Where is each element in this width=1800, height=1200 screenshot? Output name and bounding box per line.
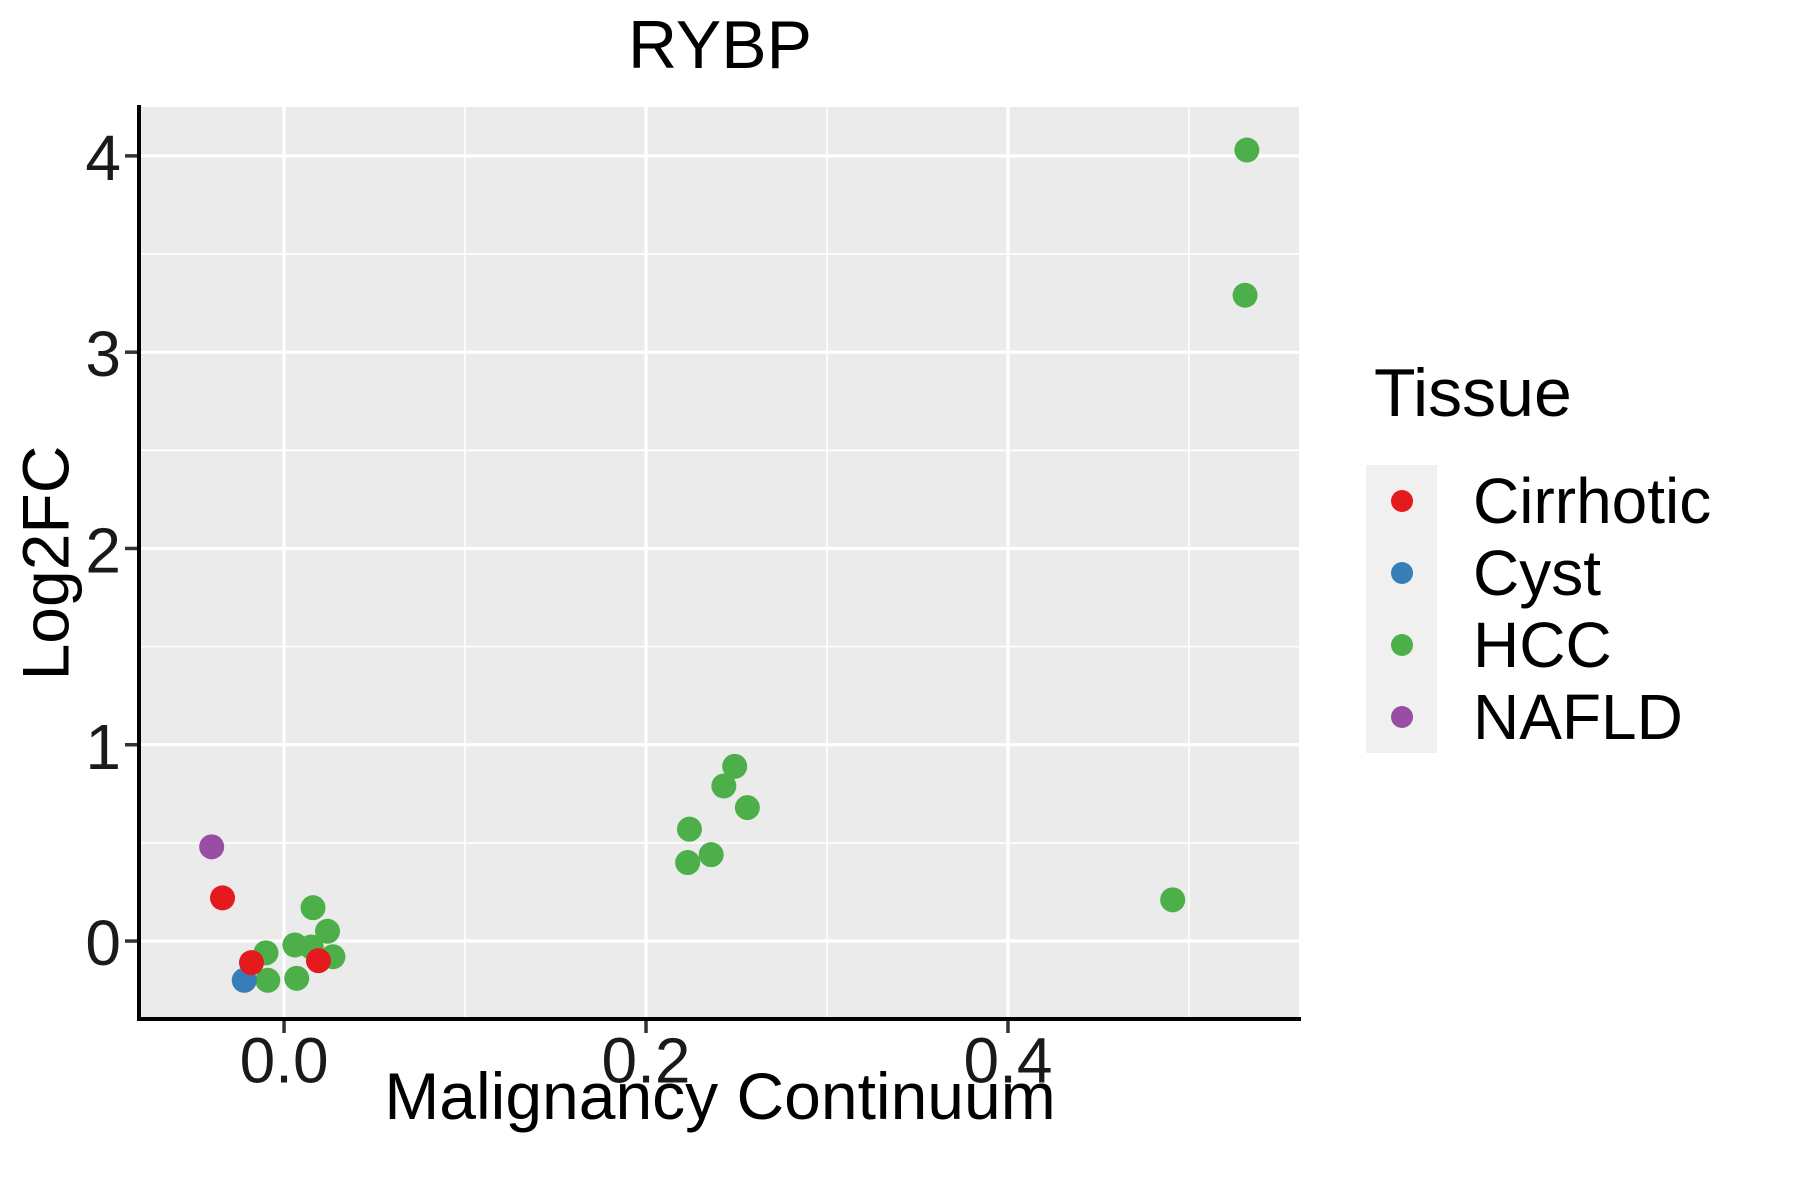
legend-label: Cirrhotic <box>1473 464 1712 537</box>
data-point-hcc <box>676 816 702 842</box>
legend-label: NAFLD <box>1473 680 1683 753</box>
legend-dot-icon <box>1390 489 1413 512</box>
plot-panel <box>140 107 1299 1018</box>
legend-dot-icon <box>1390 633 1413 656</box>
x-tick-label: 0.0 <box>240 1024 329 1096</box>
legend-key <box>1366 680 1437 753</box>
data-point-hcc <box>1234 137 1260 163</box>
data-point-hcc <box>1232 282 1258 308</box>
legend-row-cyst: Cyst <box>1366 536 1711 609</box>
y-tick-label: 4 <box>85 122 121 194</box>
legend-label: HCC <box>1473 608 1612 681</box>
data-point-hcc <box>734 795 760 821</box>
legend-key <box>1366 536 1437 609</box>
data-point-cirrhotic <box>238 950 264 976</box>
y-axis-label: Log2FC <box>8 445 83 681</box>
data-point-hcc <box>314 918 340 944</box>
legend-row-cirrhotic: Cirrhotic <box>1366 464 1712 537</box>
legend-label: Cyst <box>1473 536 1601 609</box>
data-point-hcc <box>722 753 748 779</box>
x-tick-label: 0.2 <box>602 1024 691 1096</box>
legend-entries: Cirrhotic Cyst HCC NAFLD <box>1366 464 1712 753</box>
data-point-cirrhotic <box>305 948 331 974</box>
legend-row-hcc: HCC <box>1366 608 1711 681</box>
legend-row-nafld: NAFLD <box>1366 680 1711 753</box>
legend-key <box>1366 464 1437 537</box>
legend-title: Tissue <box>1374 355 1572 431</box>
legend: Tissue Cirrhotic Cyst HCC NAFLD <box>1366 356 1711 753</box>
data-point-hcc <box>1160 887 1186 913</box>
plot-title: RYBP <box>628 7 812 83</box>
data-point-hcc <box>711 773 737 799</box>
x-axis-label: Malignancy Continuum <box>384 1059 1056 1133</box>
data-point-hcc <box>284 965 310 991</box>
data-point-cirrhotic <box>210 885 236 911</box>
data-point-hcc <box>282 932 308 958</box>
y-tick-label: 2 <box>85 514 121 586</box>
x-tick-label: 0.4 <box>963 1024 1052 1096</box>
legend-dot-icon <box>1390 561 1413 584</box>
y-tick-label: 3 <box>85 318 121 390</box>
data-point-hcc <box>255 967 281 993</box>
y-tick-label: 1 <box>85 711 121 783</box>
data-point-hcc <box>675 850 701 876</box>
data-point-hcc <box>300 895 326 921</box>
legend-dot-icon <box>1390 705 1413 728</box>
data-point-nafld <box>199 834 225 860</box>
data-point-hcc <box>698 842 724 868</box>
legend-key <box>1366 608 1437 681</box>
y-tick-label: 0 <box>85 907 121 979</box>
